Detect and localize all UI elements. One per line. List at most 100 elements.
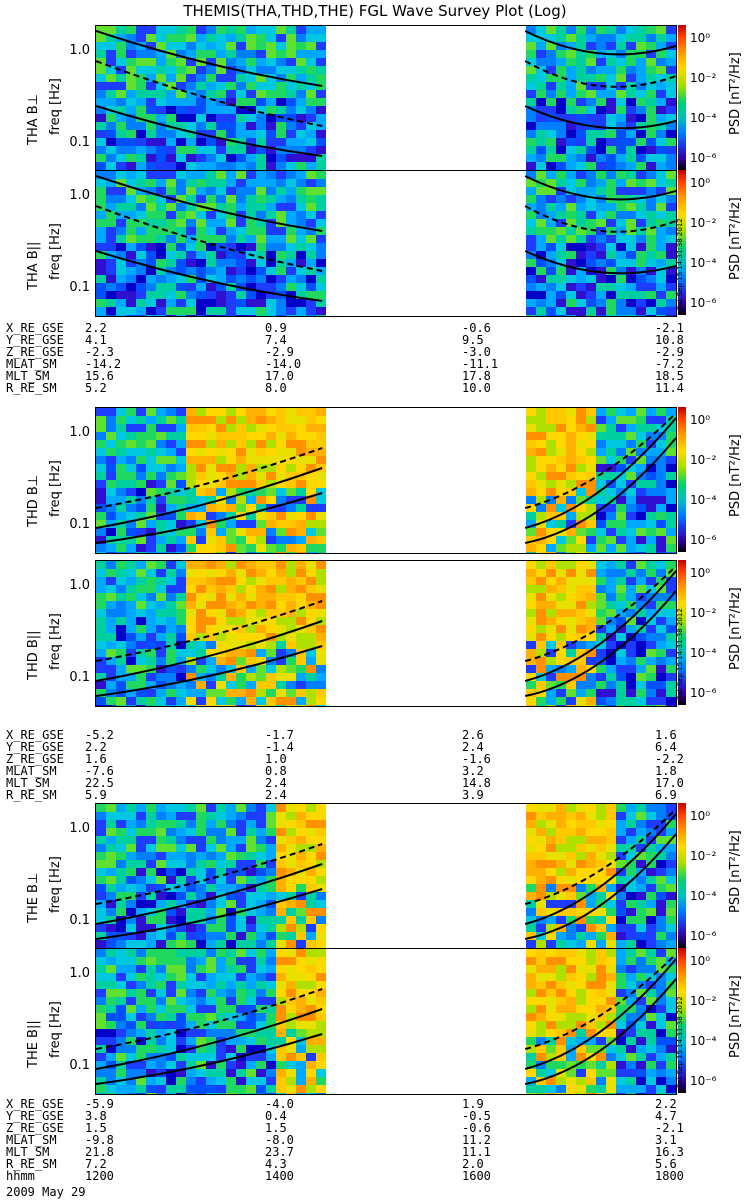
psd-cell bbox=[126, 924, 136, 932]
psd-cell bbox=[256, 585, 266, 593]
psd-cell bbox=[126, 520, 136, 528]
psd-cell bbox=[186, 1021, 196, 1029]
psd-cell bbox=[626, 154, 636, 162]
psd-cell bbox=[636, 1069, 646, 1077]
psd-cell bbox=[176, 997, 186, 1005]
psd-cell bbox=[246, 34, 256, 42]
psd-cell bbox=[186, 291, 196, 299]
panel-ylabel: THD B⊥ bbox=[26, 474, 41, 527]
psd-cell bbox=[596, 307, 606, 315]
psd-cell bbox=[546, 609, 556, 617]
psd-cell bbox=[296, 836, 306, 844]
psd-cell bbox=[196, 617, 206, 625]
colorbar-tick-label: 10⁻² bbox=[690, 606, 717, 620]
psd-cell bbox=[236, 876, 246, 884]
psd-cell bbox=[556, 171, 566, 179]
psd-cell bbox=[546, 171, 556, 179]
psd-cell bbox=[526, 146, 536, 154]
psd-cell bbox=[536, 965, 546, 973]
psd-cell bbox=[546, 673, 556, 681]
psd-cell bbox=[536, 440, 546, 448]
psd-cell bbox=[306, 932, 316, 940]
psd-cell bbox=[146, 981, 156, 989]
psd-cell bbox=[216, 162, 226, 170]
psd-cell bbox=[266, 472, 276, 480]
psd-cell bbox=[656, 195, 666, 203]
psd-cell bbox=[276, 916, 286, 924]
psd-cell bbox=[536, 66, 546, 74]
psd-cell bbox=[276, 697, 286, 705]
psd-cell bbox=[206, 528, 216, 536]
psd-cell bbox=[306, 836, 316, 844]
psd-cell bbox=[666, 689, 676, 697]
psd-cell bbox=[656, 997, 666, 1005]
field-line-curve bbox=[96, 843, 323, 905]
psd-cell bbox=[116, 195, 126, 203]
psd-cell bbox=[256, 900, 266, 908]
psd-cell bbox=[656, 98, 666, 106]
psd-cell bbox=[256, 528, 266, 536]
psd-cell bbox=[116, 162, 126, 170]
psd-cell bbox=[666, 408, 676, 416]
psd-cell bbox=[566, 42, 576, 50]
psd-cell bbox=[266, 665, 276, 673]
psd-cell bbox=[576, 448, 586, 456]
psd-cell bbox=[536, 820, 546, 828]
psd-cell bbox=[176, 552, 186, 553]
psd-cell bbox=[256, 267, 266, 275]
psd-cell bbox=[126, 1093, 136, 1094]
psd-cell bbox=[206, 162, 216, 170]
psd-cell bbox=[106, 876, 116, 884]
psd-cell bbox=[536, 989, 546, 997]
psd-cell bbox=[156, 408, 166, 416]
psd-cell bbox=[146, 908, 156, 916]
psd-cell bbox=[596, 1021, 606, 1029]
psd-cell bbox=[186, 820, 196, 828]
psd-cell bbox=[556, 836, 566, 844]
psd-cell bbox=[656, 528, 666, 536]
psd-cell bbox=[256, 868, 266, 876]
colorbar bbox=[678, 407, 686, 552]
psd-cell bbox=[626, 916, 636, 924]
colorbar-tick-label: 10⁻² bbox=[690, 453, 717, 467]
psd-cell bbox=[306, 315, 316, 316]
psd-cell bbox=[546, 203, 556, 211]
psd-cell bbox=[266, 251, 276, 259]
psd-cell bbox=[106, 836, 116, 844]
psd-cell bbox=[136, 577, 146, 585]
psd-cell bbox=[256, 916, 266, 924]
psd-cell bbox=[596, 440, 606, 448]
psd-cell bbox=[316, 997, 326, 1005]
psd-cell bbox=[286, 424, 296, 432]
psd-cell bbox=[256, 601, 266, 609]
psd-cell bbox=[156, 456, 166, 464]
spectrogram-panel bbox=[95, 170, 677, 317]
psd-cell bbox=[196, 665, 206, 673]
ephemeris-value: -11.1 bbox=[462, 357, 499, 371]
psd-cell bbox=[586, 860, 596, 868]
freq-tick-label: 1.0 bbox=[69, 425, 90, 440]
psd-cell bbox=[546, 852, 556, 860]
psd-cell bbox=[106, 804, 116, 812]
psd-cell bbox=[566, 171, 576, 179]
psd-cell bbox=[136, 90, 146, 98]
psd-cell bbox=[256, 633, 266, 641]
psd-cell bbox=[306, 267, 316, 275]
psd-cell bbox=[206, 585, 216, 593]
psd-cell bbox=[656, 689, 666, 697]
psd-cell bbox=[256, 860, 266, 868]
psd-cell bbox=[236, 892, 246, 900]
psd-cell bbox=[286, 130, 296, 138]
psd-cell bbox=[606, 924, 616, 932]
psd-cell bbox=[296, 681, 306, 689]
psd-cell bbox=[526, 544, 536, 552]
psd-cell bbox=[576, 908, 586, 916]
psd-cell bbox=[136, 552, 146, 553]
psd-cell bbox=[126, 609, 136, 617]
psd-cell bbox=[256, 464, 266, 472]
psd-cell bbox=[206, 916, 216, 924]
psd-cell bbox=[536, 472, 546, 480]
psd-cell bbox=[636, 884, 646, 892]
psd-cell bbox=[286, 90, 296, 98]
psd-cell bbox=[296, 965, 306, 973]
